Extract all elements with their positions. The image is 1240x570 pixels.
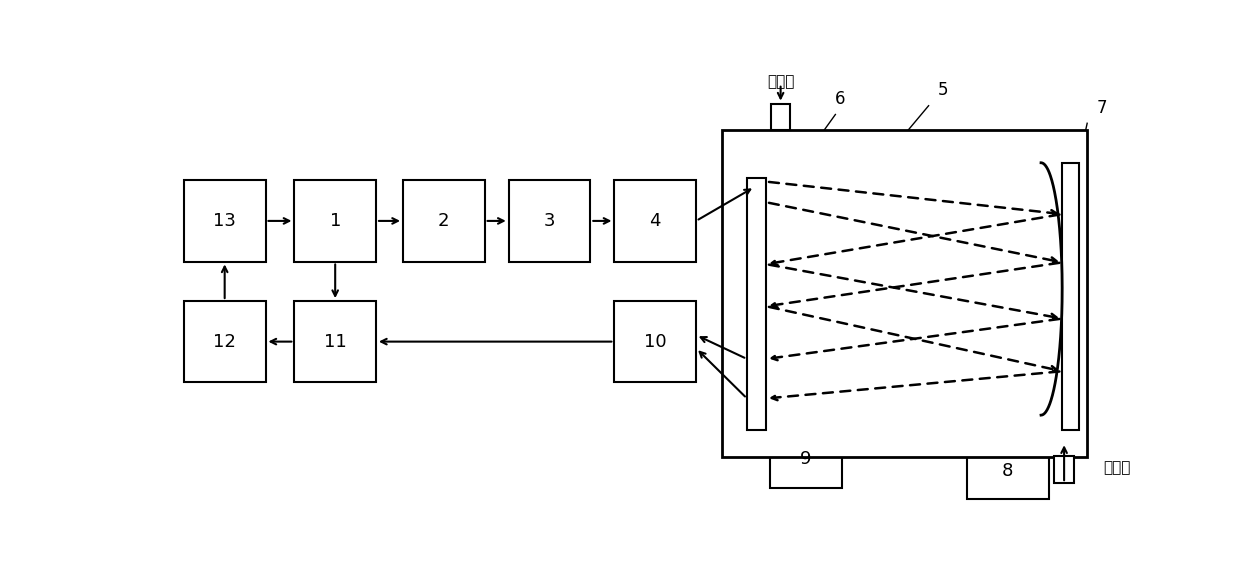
Text: 4: 4 bbox=[650, 212, 661, 230]
Bar bbox=[1063, 163, 1080, 430]
Text: 11: 11 bbox=[324, 333, 346, 351]
Text: 2: 2 bbox=[438, 212, 450, 230]
Text: 6: 6 bbox=[835, 90, 846, 108]
Text: 出气口: 出气口 bbox=[1104, 461, 1131, 475]
Bar bbox=[294, 180, 376, 262]
Bar bbox=[746, 178, 766, 430]
Bar bbox=[508, 180, 590, 262]
Bar bbox=[770, 430, 842, 487]
Text: 入气口: 入气口 bbox=[766, 74, 795, 89]
Bar bbox=[184, 180, 265, 262]
Bar bbox=[184, 301, 265, 382]
Text: 5: 5 bbox=[937, 82, 949, 99]
Text: 3: 3 bbox=[544, 212, 556, 230]
Text: 7: 7 bbox=[1096, 99, 1107, 117]
Bar bbox=[614, 301, 696, 382]
Bar bbox=[403, 180, 485, 262]
Text: 1: 1 bbox=[330, 212, 341, 230]
Text: 9: 9 bbox=[800, 450, 812, 468]
Bar bbox=[771, 104, 790, 130]
Bar bbox=[614, 180, 696, 262]
Text: 8: 8 bbox=[1002, 462, 1013, 480]
Bar bbox=[722, 130, 1087, 457]
Bar bbox=[294, 301, 376, 382]
Bar bbox=[967, 442, 1049, 499]
Text: 10: 10 bbox=[644, 333, 667, 351]
Text: 13: 13 bbox=[213, 212, 236, 230]
Bar bbox=[1054, 455, 1074, 483]
Text: 12: 12 bbox=[213, 333, 236, 351]
